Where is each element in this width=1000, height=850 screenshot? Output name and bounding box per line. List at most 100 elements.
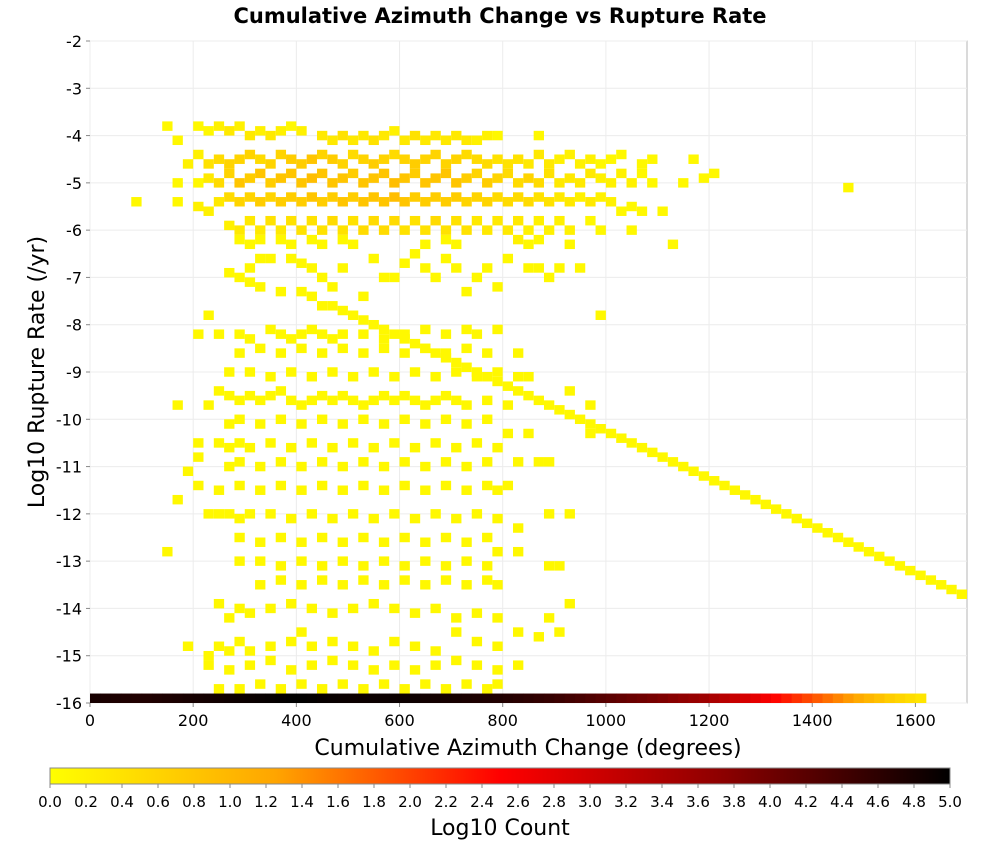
heatmap-cell	[430, 372, 441, 382]
heatmap-cell-bottom-row	[843, 693, 855, 703]
heatmap-cell	[316, 329, 328, 339]
heatmap-cell	[358, 457, 369, 467]
heatmap-cell	[543, 400, 555, 410]
colorbar-tick-label: 0.0	[38, 793, 62, 811]
heatmap-cell	[337, 679, 348, 689]
heatmap-cell	[657, 452, 668, 462]
heatmap-cell-bottom-row	[564, 693, 576, 703]
heatmap-cell	[255, 126, 266, 136]
heatmap-cell	[368, 367, 379, 377]
heatmap-cell	[327, 178, 338, 188]
heatmap-cell	[430, 646, 441, 656]
heatmap-cell	[502, 168, 514, 179]
heatmap-cell	[482, 178, 493, 188]
heatmap-cell	[234, 556, 245, 566]
heatmap-cell	[543, 457, 555, 467]
colorbar-tick-label: 2.4	[470, 793, 494, 811]
heatmap-cell	[213, 684, 225, 694]
heatmap-cell	[368, 442, 379, 453]
heatmap-cell	[492, 192, 503, 202]
heatmap-cell-bottom-row	[863, 693, 875, 703]
heatmap-cell	[409, 395, 421, 406]
heatmap-cell	[554, 405, 565, 415]
heatmap-cell	[296, 329, 307, 339]
heatmap-cell	[275, 561, 287, 571]
heatmap-cell	[471, 438, 483, 448]
heatmap-cell	[265, 253, 276, 264]
heatmap-cell	[306, 438, 317, 448]
heatmap-cell	[440, 561, 452, 571]
heatmap-cell	[451, 613, 462, 623]
heatmap-cell-bottom-row	[719, 693, 731, 703]
heatmap-cell	[193, 201, 204, 212]
heatmap-cell	[430, 192, 441, 202]
heatmap-cell	[265, 438, 276, 448]
heatmap-cell	[502, 400, 514, 410]
heatmap-cell-bottom-row	[316, 693, 328, 703]
heatmap-cell	[182, 641, 194, 651]
heatmap-cell	[224, 267, 235, 278]
heatmap-cell	[244, 277, 256, 287]
heatmap-cell	[399, 225, 410, 235]
heatmap-cell	[667, 457, 679, 467]
heatmap-cell	[244, 367, 256, 377]
heatmap-cell	[420, 154, 431, 164]
heatmap-cell	[337, 485, 348, 495]
heatmap-cell	[203, 310, 214, 320]
heatmap-cell	[306, 234, 317, 245]
heatmap-cell	[389, 178, 400, 188]
heatmap-cell-bottom-row	[358, 693, 370, 703]
heatmap-cell	[275, 234, 287, 245]
heatmap-cell	[430, 395, 441, 406]
heatmap-cell-bottom-row	[399, 693, 411, 703]
heatmap-cell-bottom-row	[874, 693, 886, 703]
heatmap-cell	[482, 480, 493, 491]
heatmap-cell	[327, 655, 338, 666]
heatmap-cell	[409, 130, 421, 141]
heatmap-cell	[399, 575, 410, 585]
heatmap-cell	[492, 324, 503, 335]
heatmap-cell	[420, 400, 431, 410]
colorbar-tick-label: 1.4	[290, 793, 314, 811]
heatmap-cell-bottom-row	[255, 693, 266, 703]
heatmap-cell	[389, 329, 400, 339]
heatmap-cell-bottom-row	[647, 693, 659, 703]
heatmap-cell	[492, 173, 503, 183]
y-tick-label: -9	[66, 363, 82, 382]
heatmap-cell	[378, 390, 390, 401]
heatmap-cell	[306, 291, 317, 302]
heatmap-cell	[409, 215, 421, 226]
heatmap-cell	[523, 225, 534, 235]
heatmap-cell	[296, 580, 307, 590]
heatmap-cell-bottom-row	[131, 693, 143, 703]
heatmap-cell	[378, 334, 390, 344]
heatmap-cell	[451, 192, 462, 202]
heatmap-cell	[347, 603, 359, 614]
heatmap-cell	[461, 225, 472, 235]
heatmap-cell	[513, 372, 524, 382]
heatmap-cell	[337, 130, 348, 141]
heatmap-cell	[461, 537, 472, 547]
heatmap-cell-bottom-row	[605, 693, 617, 703]
heatmap-cell	[451, 367, 462, 377]
heatmap-cell	[275, 149, 287, 160]
heatmap-cell	[399, 414, 410, 425]
heatmap-cell	[471, 215, 483, 226]
heatmap-cell	[244, 608, 256, 618]
heatmap-cell	[224, 509, 235, 519]
heatmap-cell	[275, 225, 287, 235]
heatmap-cell	[389, 395, 400, 406]
heatmap-cell	[399, 197, 410, 207]
heatmap-cell-bottom-row	[801, 693, 813, 703]
heatmap-cell	[905, 565, 916, 576]
heatmap-cell-bottom-row	[193, 693, 205, 703]
heatmap-cell	[843, 537, 854, 547]
heatmap-cell	[461, 461, 472, 472]
heatmap-cell	[760, 499, 771, 510]
heatmap-cell	[347, 395, 359, 406]
heatmap-cell	[430, 603, 441, 614]
heatmap-cell	[884, 556, 895, 566]
heatmap-cell	[378, 679, 390, 689]
heatmap-cell	[265, 655, 276, 666]
heatmap-cell	[420, 239, 431, 250]
